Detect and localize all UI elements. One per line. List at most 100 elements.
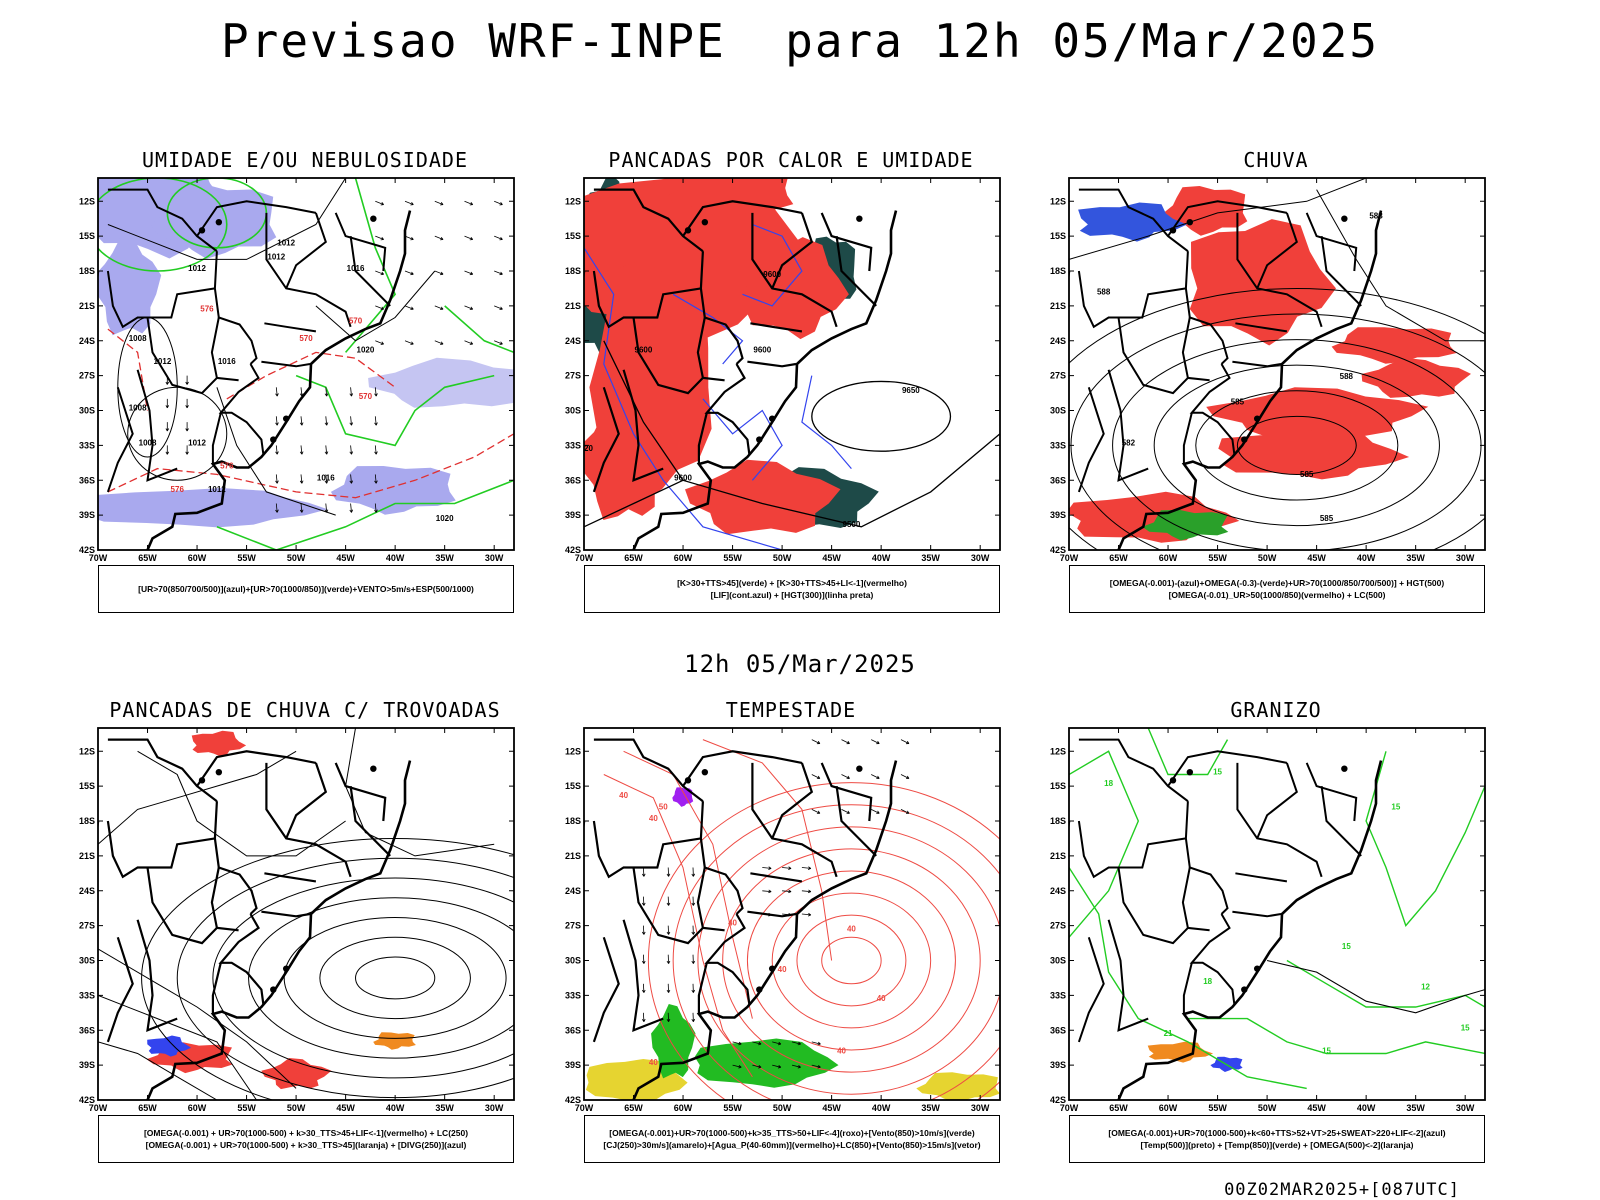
wind-vector — [185, 422, 189, 432]
lon-label: 70W — [89, 1103, 108, 1113]
wind-vector — [349, 503, 354, 513]
lake-marker — [270, 436, 277, 443]
thickness-label: 570 — [359, 392, 373, 401]
state-border — [697, 962, 708, 1014]
water-label: 50 — [659, 802, 668, 811]
thickness-label: 576 — [171, 485, 185, 494]
lake-marker — [282, 415, 290, 422]
wind-vector — [375, 340, 385, 345]
wind-contour — [603, 774, 753, 1078]
wind-contour — [746, 870, 956, 1051]
lake-marker — [856, 765, 863, 772]
lif-contour — [742, 223, 803, 307]
wind-vector — [324, 387, 329, 397]
humidity-high-levels — [330, 466, 456, 515]
state-border — [210, 317, 239, 382]
isobar-label: 1012 — [277, 238, 295, 247]
wind-vector — [375, 200, 385, 206]
wind-vector — [791, 1064, 801, 1069]
state-border — [265, 762, 352, 878]
rain-green — [1142, 509, 1229, 541]
wind850-green — [694, 1038, 839, 1088]
streamline — [176, 857, 514, 1099]
state-border — [1078, 738, 1189, 802]
lat-label: 42S — [1050, 545, 1066, 555]
water-label: 40 — [728, 919, 737, 928]
humidity-low-contour — [166, 178, 268, 249]
isobar-label: 1012 — [188, 264, 206, 273]
wind-vector — [691, 925, 696, 935]
lon-label: 45W — [822, 553, 841, 563]
water-label: 40 — [837, 1047, 846, 1056]
state-border — [751, 212, 838, 328]
lon-label: 55W — [1208, 553, 1227, 563]
state-border — [632, 317, 704, 395]
state-border — [349, 785, 391, 857]
lake-marker — [1186, 768, 1194, 776]
state-border — [1305, 762, 1358, 822]
state-border — [196, 200, 317, 237]
height-label: 585 — [1300, 470, 1314, 479]
lat-label: 15S — [1050, 781, 1066, 791]
wind-vector — [811, 809, 821, 814]
lon-label: 60W — [188, 1103, 207, 1113]
wind-vector — [811, 1041, 821, 1046]
state-border — [334, 212, 387, 272]
wind-vector — [374, 474, 378, 484]
legend-line: [LIF](cont.azul) + [HGT(300)](linha pret… — [710, 590, 874, 600]
height-label: 9520 — [575, 444, 593, 453]
state-border — [210, 867, 239, 932]
panel-title: CHUVA — [1243, 148, 1309, 172]
wind-vector — [165, 422, 170, 432]
lon-label: 40W — [1357, 553, 1376, 563]
lat-label: 24S — [565, 336, 581, 346]
wind-vector — [752, 1064, 762, 1069]
wind-vector — [841, 809, 850, 814]
lat-label: 12S — [79, 746, 95, 756]
water-label: 40 — [619, 791, 628, 800]
state-border — [592, 270, 702, 329]
isobar — [107, 178, 347, 260]
wind-contour — [722, 848, 981, 1073]
lat-label: 12S — [1050, 196, 1066, 206]
height-label: 588 — [1369, 212, 1383, 221]
wind-vector — [494, 305, 503, 310]
wind-vector — [762, 889, 772, 894]
state-border — [107, 188, 218, 252]
temp-label: 15 — [1322, 1047, 1331, 1056]
streamline — [98, 994, 257, 1100]
height-label: 9500 — [843, 520, 861, 529]
lat-label: 39S — [1050, 510, 1066, 520]
lat-label: 18S — [565, 266, 581, 276]
lat-label: 36S — [1050, 475, 1066, 485]
lat-label: 24S — [1050, 886, 1066, 896]
wind850-green — [651, 1004, 696, 1079]
lon-label: 60W — [674, 1103, 693, 1113]
wind-vector — [464, 270, 474, 276]
wind-vector — [349, 387, 354, 397]
instability-red — [742, 237, 849, 340]
state-border — [593, 738, 704, 803]
wind-vector — [691, 867, 696, 877]
wind-vector — [434, 270, 444, 276]
lif-contour — [801, 375, 852, 469]
lon-label: 65W — [1109, 553, 1128, 563]
lat-label: 18S — [565, 816, 581, 826]
lat-label: 36S — [1050, 1025, 1066, 1035]
humidity-low-contour — [216, 479, 514, 550]
streamline — [137, 750, 346, 857]
lon-label: 55W — [237, 553, 256, 563]
temp-label: 12 — [1421, 983, 1430, 992]
lon-label: 70W — [1060, 553, 1079, 563]
wind-vector — [691, 983, 696, 993]
state-border — [1181, 317, 1210, 382]
wind-vector — [185, 445, 189, 455]
state-border — [107, 738, 218, 803]
state-border — [1236, 762, 1323, 878]
storm-red — [191, 730, 247, 757]
lon-label: 70W — [89, 553, 108, 563]
state-border — [106, 936, 134, 1043]
wind-vector — [641, 1012, 646, 1023]
wind-vector — [871, 774, 880, 779]
legend-line: [OMEGA(-0.001) + UR>70(1000-500) + k>30_… — [145, 1140, 467, 1150]
